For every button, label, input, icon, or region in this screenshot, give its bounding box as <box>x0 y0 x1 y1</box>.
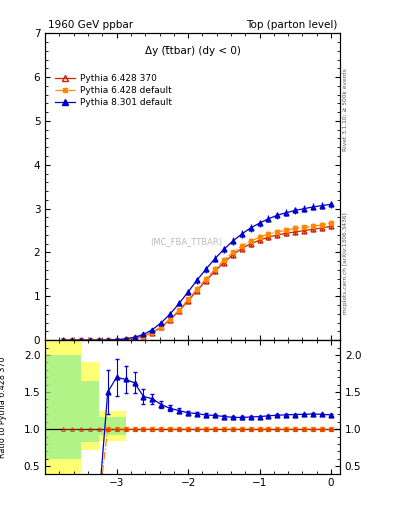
Bar <box>99 411 126 441</box>
Bar <box>99 417 126 435</box>
Bar <box>81 362 99 450</box>
Bar <box>45 355 81 459</box>
Text: Δy (t̅tbar) (dy < 0): Δy (t̅tbar) (dy < 0) <box>145 46 241 56</box>
Legend: Pythia 6.428 370, Pythia 6.428 default, Pythia 8.301 default: Pythia 6.428 370, Pythia 6.428 default, … <box>53 72 174 110</box>
Text: 1960 GeV ppbar: 1960 GeV ppbar <box>48 20 133 30</box>
Text: Rivet 3.1.10; ≥ 500k events: Rivet 3.1.10; ≥ 500k events <box>343 69 348 152</box>
Bar <box>45 340 81 474</box>
Text: (MC_FBA_TTBAR): (MC_FBA_TTBAR) <box>151 238 223 246</box>
Bar <box>81 381 99 442</box>
Text: mcplots.cern.ch [arXiv:1306.3436]: mcplots.cern.ch [arXiv:1306.3436] <box>343 212 348 314</box>
Text: Top (parton level): Top (parton level) <box>246 20 337 30</box>
Y-axis label: Ratio to Pythia 6.428 370: Ratio to Pythia 6.428 370 <box>0 356 7 458</box>
